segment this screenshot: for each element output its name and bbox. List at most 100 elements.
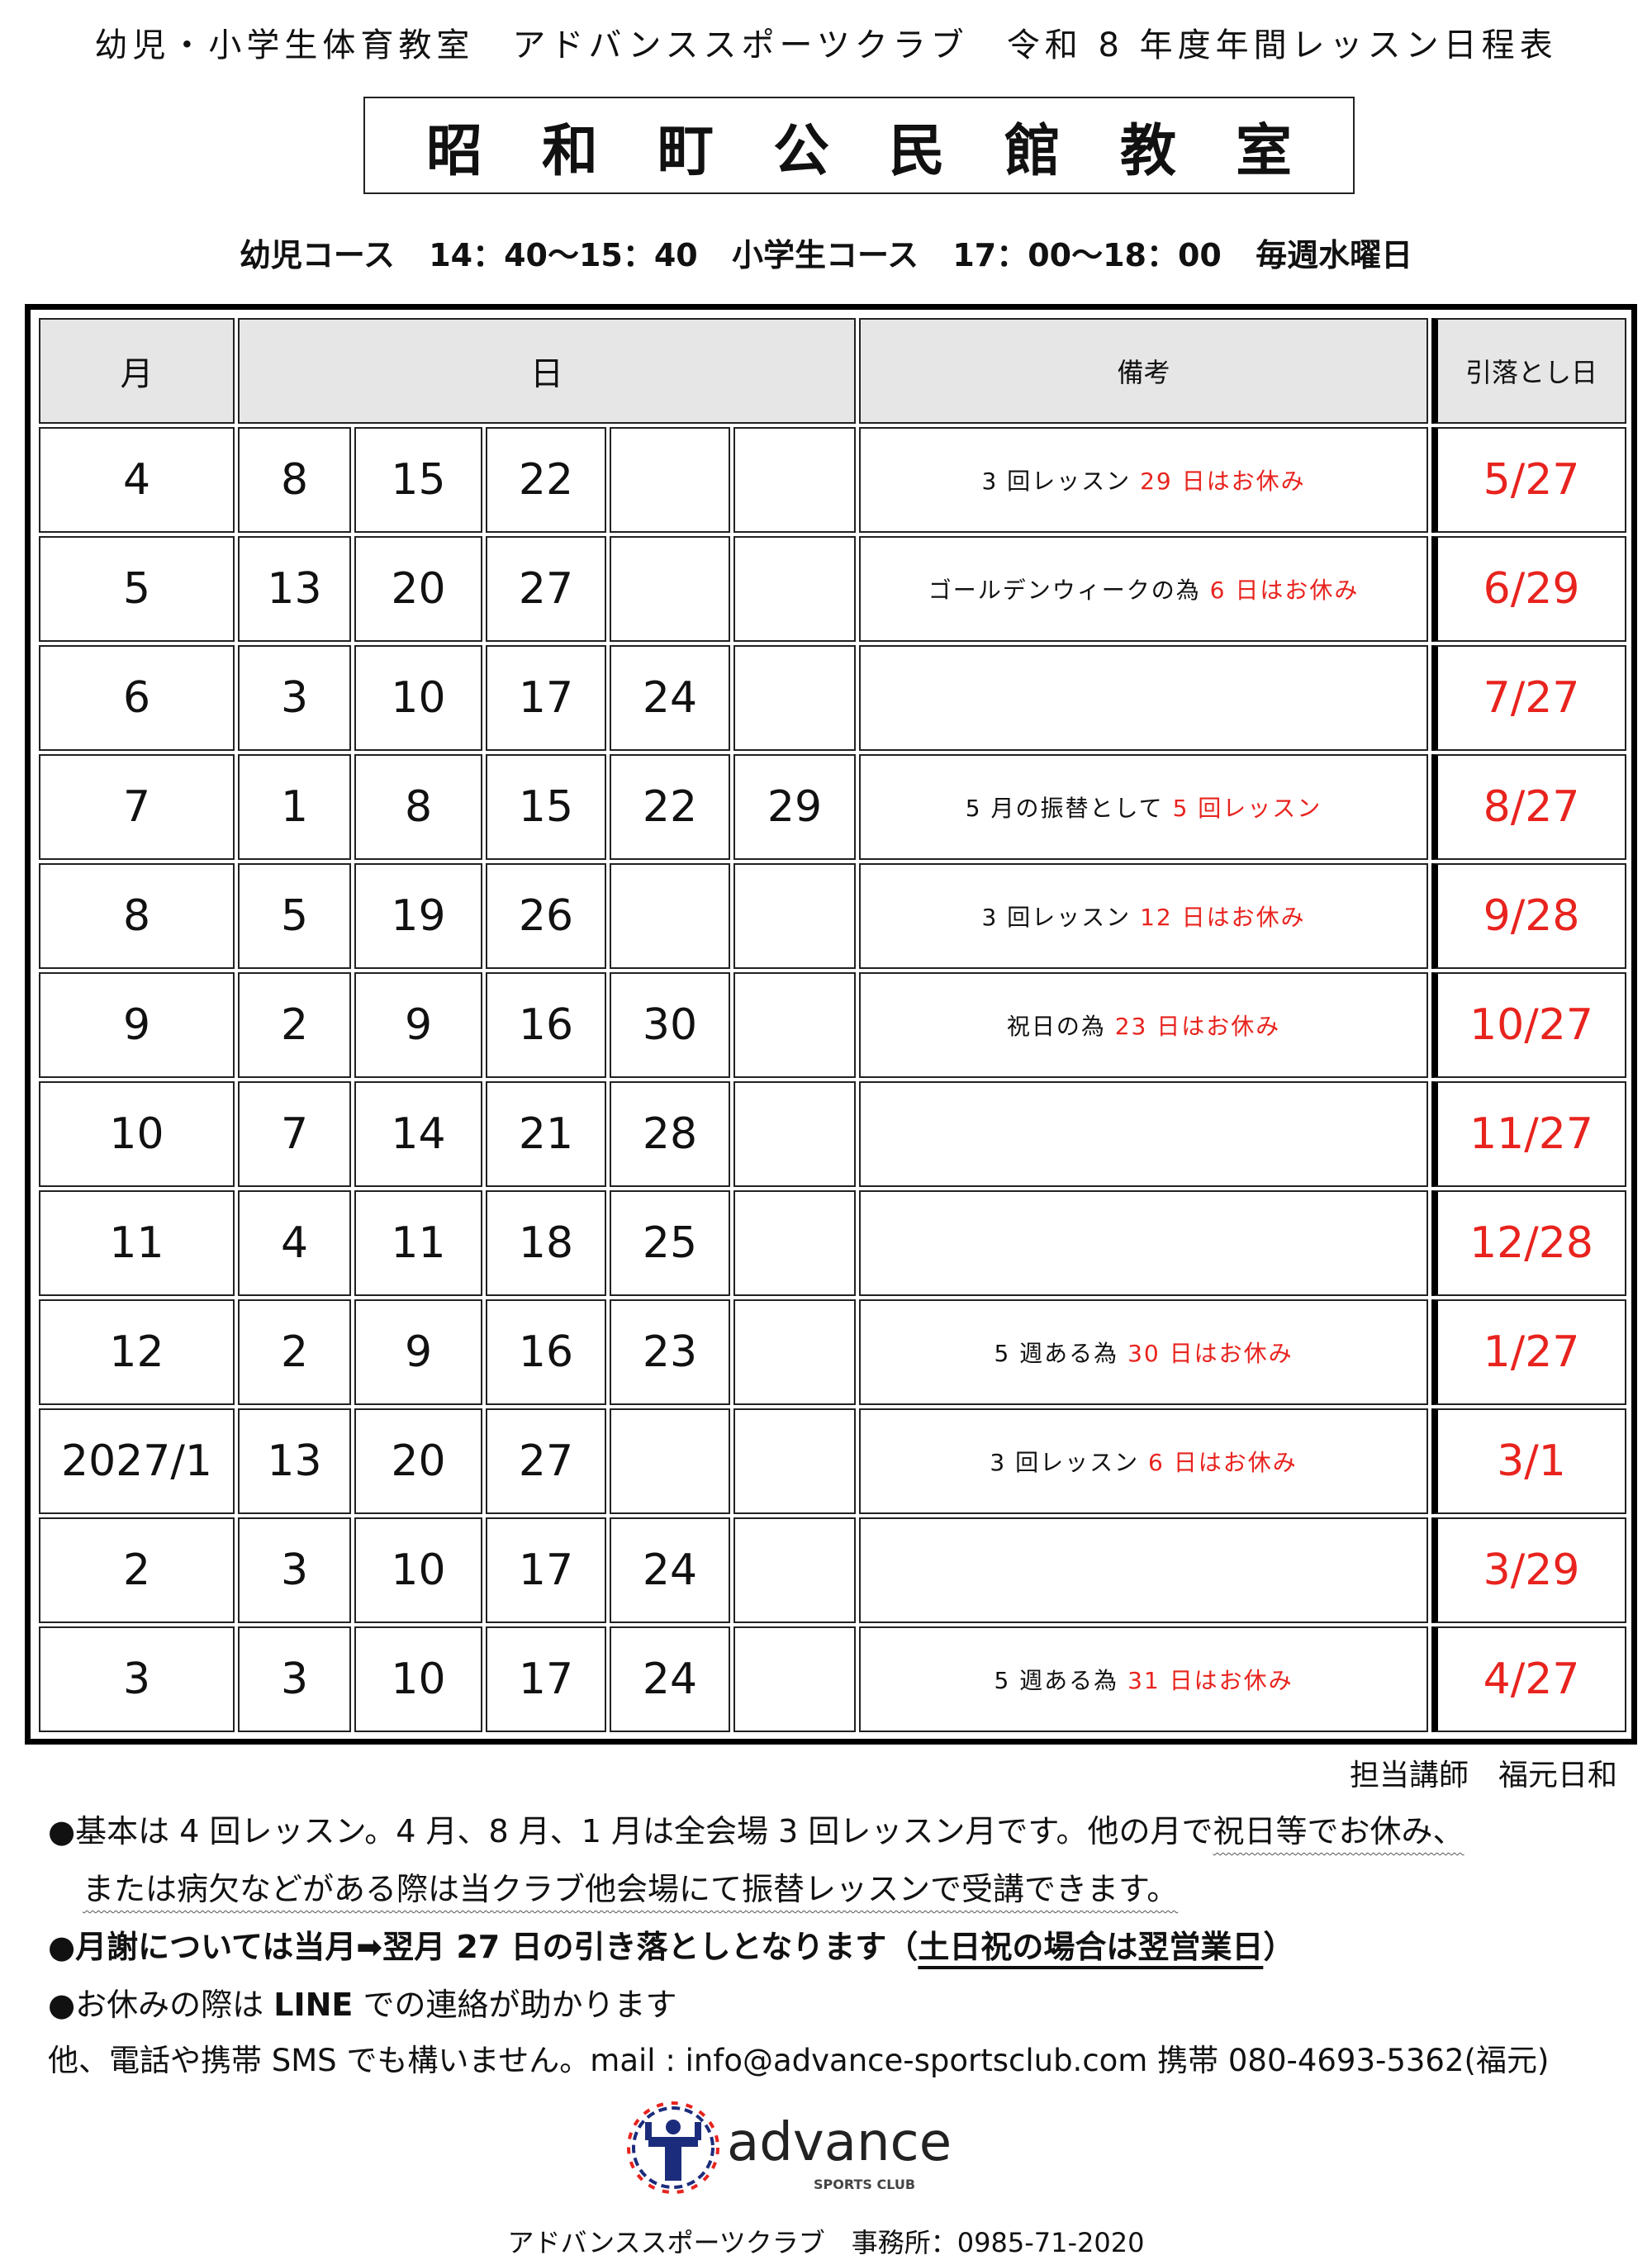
note-highlight: 5 回レッスン — [1172, 795, 1322, 822]
course-infant-time: 14：40～15：40 — [429, 237, 698, 273]
course-elementary-time: 17：00～18：00 — [952, 237, 1222, 273]
table-row: 5 13 20 27 ゴールデンウィークの為 6 日はお休み 6/29 — [39, 536, 1627, 642]
note-text-emphasis: または病欠などがある際は当クラブ他会場にて振替レッスンで受講できます。 — [83, 1871, 1179, 1907]
day-cell — [733, 427, 857, 533]
day-cell: 9 — [354, 972, 482, 1078]
day-cell: 27 — [486, 1408, 606, 1514]
day-cell — [610, 427, 730, 533]
day-cell: 1 — [238, 754, 351, 860]
day-cell: 15 — [354, 427, 482, 533]
day-cell: 5 — [238, 863, 351, 969]
note-cell: 3 回レッスン 6 日はお休み — [859, 1408, 1429, 1514]
note-cell — [859, 1190, 1429, 1296]
table-row: 7 1 8 15 22 29 5 月の振替として 5 回レッスン 8/27 — [39, 754, 1627, 860]
day-cell: 24 — [610, 1626, 730, 1732]
note-cell: 5 月の振替として 5 回レッスン — [859, 754, 1429, 860]
day-cell: 17 — [486, 1517, 606, 1623]
day-cell: 8 — [354, 754, 482, 860]
table-row: 2027/1 13 20 27 3 回レッスン 6 日はお休み 3/1 — [39, 1408, 1627, 1514]
debit-date-cell: 7/27 — [1431, 645, 1627, 751]
day-cell — [610, 863, 730, 969]
logo-subtext: SPORTS CLUB — [814, 2177, 915, 2192]
day-cell: 13 — [238, 1408, 351, 1514]
footer-contact: アドバンススポーツクラブ 事務所：0985-71-2020 — [507, 2227, 1145, 2258]
month-cell: 9 — [39, 972, 235, 1078]
day-cell: 22 — [486, 427, 606, 533]
note-text: 3 回レッスン — [981, 904, 1141, 931]
day-cell: 9 — [354, 1299, 482, 1405]
month-cell: 4 — [39, 427, 235, 533]
day-cell: 14 — [354, 1081, 482, 1187]
debit-date-cell: 8/27 — [1431, 754, 1627, 860]
month-cell: 7 — [39, 754, 235, 860]
day-cell — [733, 1517, 857, 1623]
debit-date-cell: 9/28 — [1431, 863, 1627, 969]
table-row: 4 8 15 22 3 回レッスン 29 日はお休み 5/27 — [39, 427, 1627, 533]
note-text-line: LINE — [273, 1987, 354, 2023]
day-cell: 19 — [354, 863, 482, 969]
note-cell — [859, 645, 1429, 751]
note-text: 5 週ある為 — [994, 1340, 1128, 1367]
note-text: 5 月の振替として — [965, 795, 1173, 822]
day-cell: 11 — [354, 1190, 482, 1296]
advance-logo: advance SPORTS CLUB — [624, 2094, 995, 2201]
day-cell — [733, 1626, 857, 1732]
table-row: 12 2 9 16 23 5 週ある為 30 日はお休み 1/27 — [39, 1299, 1627, 1405]
day-cell — [733, 1190, 857, 1296]
day-cell — [733, 863, 857, 969]
course-schedule: 幼児コース 14：40～15：40 小学生コース 17：00～18：00 毎週水… — [0, 230, 1652, 275]
day-cell — [610, 1408, 730, 1514]
table-row: 10 7 14 21 28 11/27 — [39, 1081, 1627, 1187]
day-cell — [733, 972, 857, 1078]
note-line-2: または病欠などがある際は当クラブ他会場にて振替レッスンで受講できます。 — [83, 1864, 1178, 1909]
note-cell: 3 回レッスン 29 日はお休み — [859, 427, 1429, 533]
debit-date-cell: 1/27 — [1431, 1299, 1627, 1405]
logo-emblem-icon: advance SPORTS CLUB — [627, 2101, 952, 2194]
month-cell: 3 — [39, 1626, 235, 1732]
day-cell: 23 — [610, 1299, 730, 1405]
day-cell — [610, 536, 730, 642]
day-cell: 17 — [486, 645, 606, 751]
note-cell: ゴールデンウィークの為 6 日はお休み — [859, 536, 1429, 642]
debit-date-cell: 4/27 — [1431, 1626, 1627, 1732]
day-cell: 24 — [610, 1517, 730, 1623]
teacher-name: 担当講師 福元日和 — [1349, 1759, 1617, 1792]
note-text-underlined: 土日祝の場合は翌営業日 — [918, 1929, 1264, 1965]
month-cell: 10 — [39, 1081, 235, 1187]
note-text: 3 回レッスン — [981, 468, 1141, 495]
document-title: 幼児・小学生体育教室 アドバンススポーツクラブ 令和 8 年度年間レッスン日程表 — [94, 26, 1558, 64]
course-elementary: 小学生コース — [731, 237, 919, 273]
debit-date-cell: 3/1 — [1431, 1408, 1627, 1514]
month-cell: 5 — [39, 536, 235, 642]
debit-date-cell: 12/28 — [1431, 1190, 1627, 1296]
day-cell: 17 — [486, 1626, 606, 1732]
day-cell: 28 — [610, 1081, 730, 1187]
day-cell: 24 — [610, 645, 730, 751]
header-note: 備考 — [859, 318, 1429, 424]
day-cell: 18 — [486, 1190, 606, 1296]
header-month: 月 — [39, 318, 235, 424]
note-cell: 5 週ある為 31 日はお休み — [859, 1626, 1429, 1732]
day-cell: 4 — [238, 1190, 351, 1296]
day-cell: 21 — [486, 1081, 606, 1187]
note-text: ゴールデンウィークの為 — [928, 577, 1210, 604]
note-text: 祝日の為 — [1006, 1013, 1115, 1040]
note-cell — [859, 1081, 1429, 1187]
day-cell: 26 — [486, 863, 606, 969]
note-cell: 5 週ある為 30 日はお休み — [859, 1299, 1429, 1405]
day-cell: 2 — [238, 972, 351, 1078]
day-cell: 16 — [486, 972, 606, 1078]
table-row: 9 2 9 16 30 祝日の為 23 日はお休み 10/27 — [39, 972, 1627, 1078]
month-cell: 11 — [39, 1190, 235, 1296]
day-cell: 10 — [354, 1626, 482, 1732]
note-line-5: 他、電話や携帯 SMS でも構いません。mail : info@advance-… — [48, 2043, 1550, 2078]
day-cell: 3 — [238, 1626, 351, 1732]
schedule-table: 月 日 備考 引落とし日 4 8 15 22 3 回レッスン 29 日はお休み 5/27 5… — [36, 315, 1630, 1735]
day-cell: 3 — [238, 645, 351, 751]
day-cell: 29 — [733, 754, 857, 860]
day-cell — [733, 1081, 857, 1187]
note-highlight: 29 日はお休み — [1140, 468, 1306, 495]
day-cell: 30 — [610, 972, 730, 1078]
note-text: ●月謝については当月➡翌月 27 日の引き落としとなります（ — [48, 1929, 919, 1965]
schedule-table-frame: 月 日 備考 引落とし日 4 8 15 22 3 回レッスン 29 日はお休み 5/27 5… — [25, 304, 1637, 1745]
